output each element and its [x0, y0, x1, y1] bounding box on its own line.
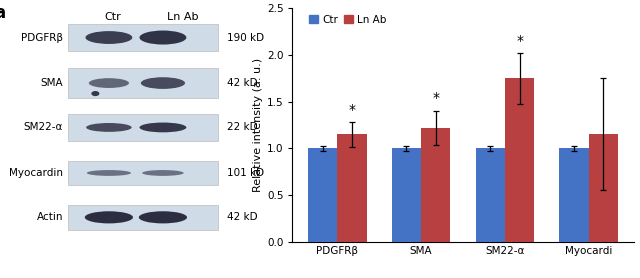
Bar: [68, 161, 218, 185]
Text: PDGFRβ: PDGFRβ: [21, 33, 63, 43]
Text: Actin: Actin: [36, 212, 63, 222]
Text: Ctr: Ctr: [104, 12, 121, 22]
Bar: [589, 135, 618, 242]
Ellipse shape: [84, 211, 133, 224]
Y-axis label: Relative intensity (a. u.): Relative intensity (a. u.): [253, 58, 262, 192]
Text: *: *: [432, 91, 439, 105]
Text: 101 kD: 101 kD: [227, 168, 264, 178]
Text: *: *: [348, 103, 355, 117]
Bar: [421, 128, 451, 242]
Ellipse shape: [87, 170, 131, 176]
Text: Myocardin: Myocardin: [9, 168, 63, 178]
Bar: [68, 24, 218, 51]
Ellipse shape: [89, 78, 129, 88]
Legend: Ctr, Ln Ab: Ctr, Ln Ab: [308, 14, 387, 26]
Ellipse shape: [140, 123, 186, 132]
Bar: [392, 148, 421, 242]
Bar: [68, 114, 218, 141]
Ellipse shape: [140, 31, 186, 44]
Ellipse shape: [139, 211, 187, 224]
Text: SMA: SMA: [40, 78, 63, 88]
Text: 42 kD: 42 kD: [227, 78, 257, 88]
Bar: [476, 148, 505, 242]
Bar: [505, 78, 534, 242]
Bar: [68, 205, 218, 230]
Text: SM22-α: SM22-α: [24, 122, 63, 132]
Text: Ln Ab: Ln Ab: [166, 12, 198, 22]
Text: 42 kD: 42 kD: [227, 212, 257, 222]
Bar: [308, 148, 337, 242]
Text: a: a: [0, 4, 6, 22]
Ellipse shape: [141, 77, 185, 89]
Ellipse shape: [85, 31, 132, 44]
Ellipse shape: [86, 123, 132, 132]
Text: *: *: [516, 34, 523, 48]
Bar: [559, 148, 589, 242]
Text: 190 kD: 190 kD: [227, 33, 264, 43]
Text: 22 kD: 22 kD: [227, 122, 257, 132]
Bar: [68, 68, 218, 98]
Bar: [337, 135, 367, 242]
Ellipse shape: [142, 170, 184, 176]
Ellipse shape: [92, 91, 99, 96]
